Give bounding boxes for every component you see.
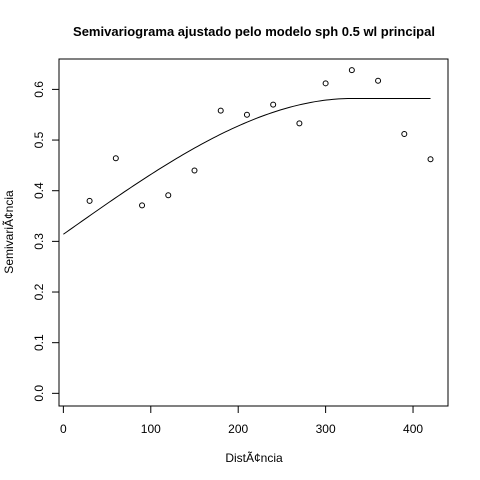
y-tick-label: 0.4 — [32, 182, 46, 199]
y-tick-label: 0.6 — [32, 81, 46, 98]
x-tick-label: 300 — [316, 422, 336, 436]
data-point — [296, 120, 303, 127]
y-tick-label: 0.1 — [32, 334, 46, 351]
data-point — [427, 156, 434, 163]
data-point — [348, 67, 355, 74]
x-axis: 0 100 200 300 400 — [60, 405, 423, 436]
x-tick-label: 100 — [141, 422, 161, 436]
x-tick-label: 200 — [228, 422, 248, 436]
data-point — [191, 167, 198, 174]
y-tick-label: 0.3 — [32, 233, 46, 250]
data-point — [270, 101, 277, 108]
data-point — [86, 197, 93, 204]
y-tick-label: 0.5 — [32, 131, 46, 148]
data-point — [165, 192, 172, 199]
x-axis-label: DistÃ¢ncia — [225, 451, 283, 465]
y-tick-label: 0.2 — [32, 283, 46, 300]
data-point — [401, 130, 408, 137]
data-point — [112, 155, 119, 162]
data-point — [139, 202, 146, 209]
data-point — [217, 107, 224, 114]
x-tick-label: 0 — [60, 422, 67, 436]
data-point — [375, 77, 382, 84]
data-point — [322, 80, 329, 87]
data-point — [243, 111, 250, 118]
data-points — [86, 67, 434, 209]
plot-frame — [58, 58, 449, 407]
chart-title: Semivariograma ajustado pelo modelo sph … — [73, 24, 435, 39]
x-tick-label: 400 — [403, 422, 423, 436]
y-axis: 0.0 0.1 0.2 0.3 0.4 0.5 0.6 — [32, 81, 60, 402]
y-tick-label: 0.0 — [32, 385, 46, 402]
y-axis-label: SemivariÃ¢ncia — [2, 190, 16, 274]
fitted-model-curve — [63, 98, 431, 235]
